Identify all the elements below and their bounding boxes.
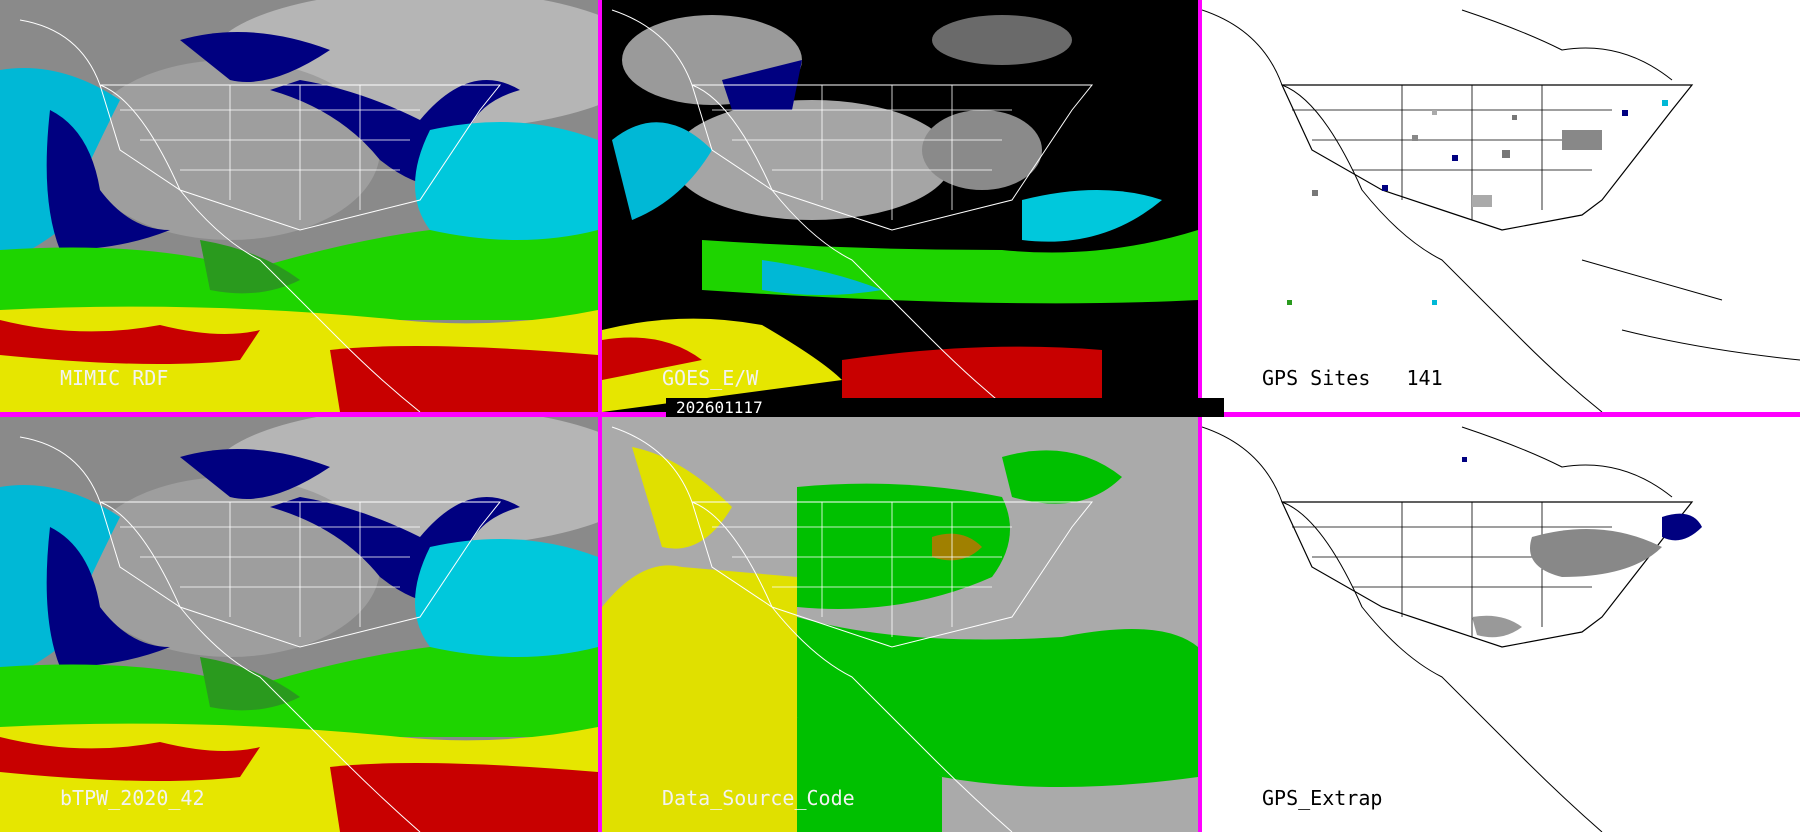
panel-label-goes: GOES_E/W	[662, 366, 759, 390]
panel-mimic-rdf: MIMIC RDF	[0, 0, 598, 412]
panel-data-source-code: Data_Source_Code	[602, 417, 1198, 832]
gps-extrap-map	[1202, 417, 1800, 832]
data-source-map	[602, 417, 1198, 832]
panel-label-data-source: Data_Source_Code	[662, 786, 855, 810]
panel-btpw: bTPW_2020_42	[0, 417, 598, 832]
btpw-tpw-map	[0, 417, 598, 832]
goes-tpw-map	[602, 0, 1198, 412]
gps-sites-title: GPS Sites	[1262, 366, 1371, 390]
gps-extrap-shading	[1462, 457, 1702, 638]
panel-label-gps-extrap: GPS_Extrap	[1262, 786, 1383, 810]
timestamp-bar: 202601117	[666, 398, 1224, 417]
gps-sites-count: 141	[1406, 366, 1443, 390]
panel-gps-sites: GPS Sites 141	[1202, 0, 1800, 412]
panel-label-btpw: bTPW_2020_42	[60, 786, 205, 810]
gps-sites-map	[1202, 0, 1800, 412]
panel-label-mimic: MIMIC RDF	[60, 366, 169, 390]
mimic-tpw-map	[0, 0, 598, 412]
vertical-divider-left	[598, 0, 602, 832]
panel-label-gps-sites: GPS Sites 141	[1262, 366, 1443, 390]
gps-site-markers	[1287, 100, 1668, 305]
panel-gps-extrap: GPS_Extrap	[1202, 417, 1800, 832]
panel-goes-ew: GOES_E/W	[602, 0, 1198, 412]
